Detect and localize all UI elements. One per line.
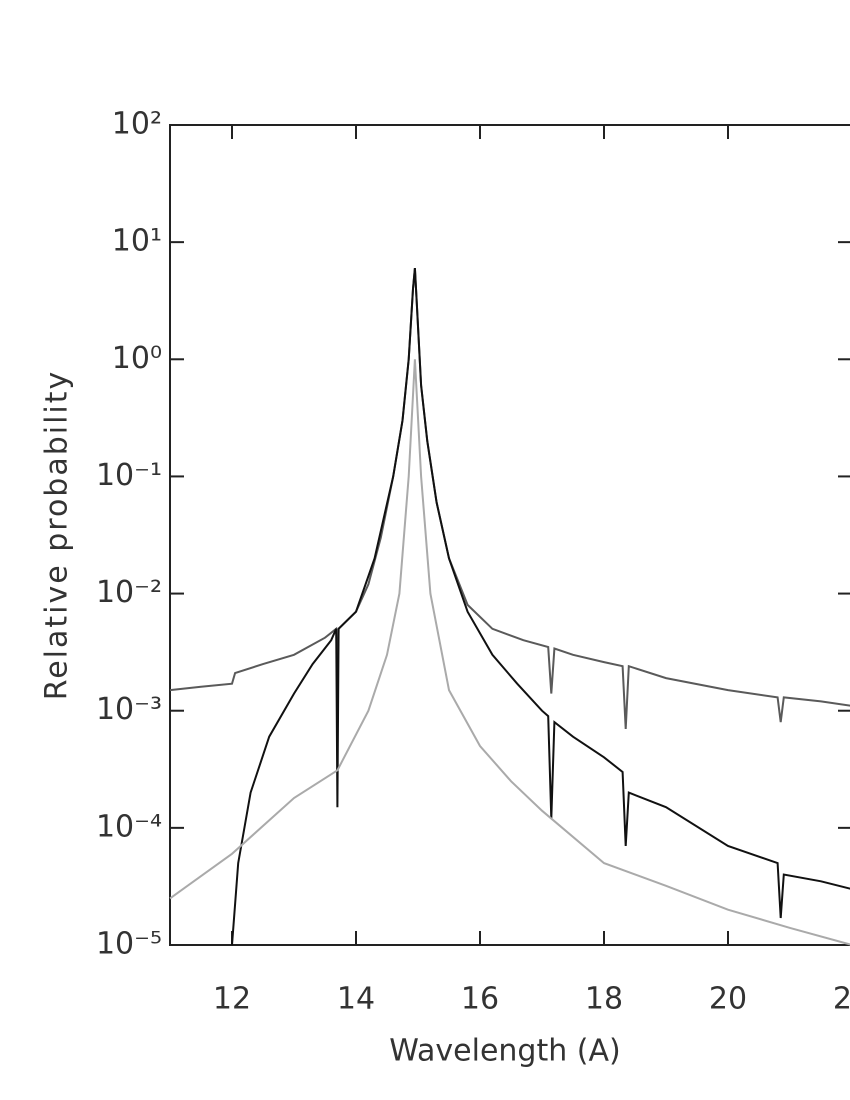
data-line bbox=[169, 359, 850, 946]
y-tick-label: 10⁻⁴ bbox=[96, 809, 162, 844]
x-tick-label: 14 bbox=[337, 982, 375, 1017]
x-tick-label: 20 bbox=[709, 982, 747, 1017]
y-tick-label: 10² bbox=[112, 107, 162, 142]
x-tick-label: 22 bbox=[833, 982, 850, 1017]
y-tick-label: 10⁻² bbox=[96, 575, 162, 610]
y-tick-label: 10⁻⁵ bbox=[96, 927, 162, 962]
y-axis-label: Relative probability bbox=[40, 370, 75, 701]
y-tick-label: 10⁻³ bbox=[96, 692, 162, 727]
x-axis-label: Wavelength (A) bbox=[389, 1034, 620, 1069]
plot-frame bbox=[169, 124, 850, 946]
data-line bbox=[169, 268, 850, 729]
x-tick-label: 12 bbox=[213, 982, 251, 1017]
y-tick-label: 10⁰ bbox=[112, 341, 162, 376]
x-tick-label: 18 bbox=[585, 982, 623, 1017]
y-tick-label: 10¹ bbox=[112, 224, 162, 259]
y-tick-label: 10⁻¹ bbox=[96, 458, 162, 493]
data-line bbox=[231, 268, 850, 946]
x-tick-label: 16 bbox=[461, 982, 499, 1017]
